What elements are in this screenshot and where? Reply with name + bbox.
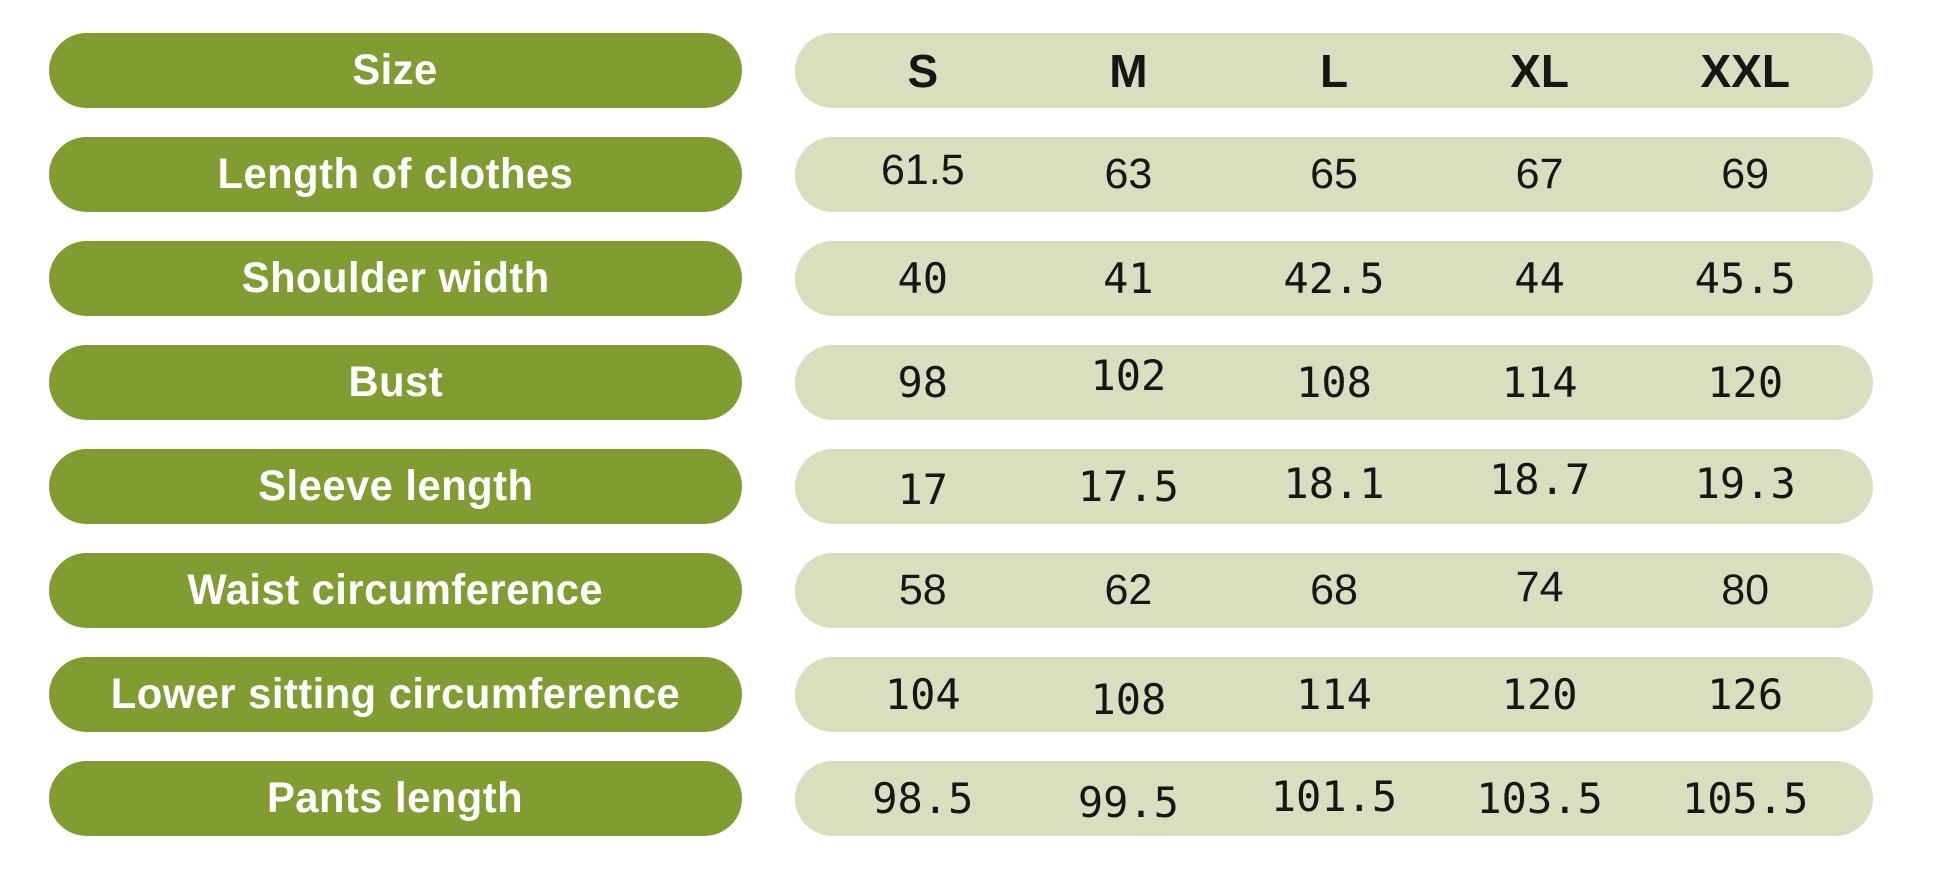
table-row: Lower sitting circumference 104 108 114 120…	[49, 657, 1895, 732]
value-cell: 19.3	[1694, 459, 1796, 508]
row-values-pill: 61.5 63 65 67 69	[795, 137, 1873, 212]
row-values-pill: 98.5 99.5 101.5 103.5 105.5	[795, 761, 1873, 836]
row-label-pill: Lower sitting circumference	[49, 657, 742, 732]
value-cell: 101.5	[1270, 772, 1398, 821]
value-cell: 61.5	[880, 146, 965, 194]
table-row: Waist circumference 58 62 68 74 80	[49, 553, 1895, 628]
row-label-pill: Waist circumference	[49, 553, 742, 628]
value-cell: 126	[1707, 670, 1784, 719]
row-values-pill: 104 108 114 120 126	[795, 657, 1873, 732]
value-cell: 103.5	[1476, 774, 1603, 823]
value-cell: 58	[898, 566, 947, 614]
value-cell: 42.5	[1283, 254, 1385, 303]
row-values-pill: 98 102 108 114 120	[795, 345, 1873, 420]
value-cell: 17	[897, 465, 949, 514]
value-cell: 99.5	[1077, 778, 1179, 827]
table-row: Shoulder width 40 41 42.5 44 45.5	[49, 241, 1895, 316]
value-cell: 45.5	[1694, 254, 1796, 303]
value-cell: 44	[1514, 254, 1565, 303]
value-cell: 114	[1501, 358, 1578, 407]
row-values-pill: 17 17.5 18.1 18.7 19.3	[795, 449, 1873, 524]
measurement-label: Length of clothes	[217, 150, 574, 198]
row-label-pill: Bust	[49, 345, 742, 420]
value-cell: 67	[1515, 150, 1564, 198]
row-label-pill: Pants length	[49, 761, 742, 836]
value-cell: 120	[1501, 670, 1578, 719]
value-cell: 98	[897, 358, 949, 407]
row-values-pill: 40 41 42.5 44 45.5	[795, 241, 1873, 316]
value-cell: 105.5	[1681, 774, 1809, 823]
value-cell: 18.7	[1489, 455, 1591, 504]
value-cell: 17.5	[1077, 462, 1179, 511]
measurement-label: Sleeve length	[257, 462, 534, 510]
value-cell: 108	[1296, 358, 1372, 407]
measurement-label: Shoulder width	[241, 254, 550, 302]
table-row: Bust 98 102 108 114 120	[49, 345, 1895, 420]
row-label-pill: Length of clothes	[49, 137, 742, 212]
value-cell: 120	[1707, 358, 1784, 407]
table-header-row: Size S M L XL XXL	[49, 33, 1895, 108]
size-column-title: Size	[352, 46, 439, 94]
size-chart: Size S M L XL XXL Length of clothes 61.5 63 65…	[49, 33, 1895, 865]
size-header-cell: XL	[1510, 44, 1569, 97]
measurement-label: Pants length	[267, 774, 524, 822]
table-row: Pants length 98.5 99.5 101.5 103.5 105.5	[49, 761, 1895, 836]
measurement-label: Bust	[348, 358, 443, 406]
value-cell: 18.1	[1283, 459, 1385, 508]
value-cell: 62	[1104, 566, 1153, 614]
value-cell: 74	[1515, 563, 1564, 611]
value-cell: 68	[1310, 566, 1358, 614]
table-row: Length of clothes 61.5 63 65 67 69	[49, 137, 1895, 212]
value-cell: 104	[884, 670, 961, 719]
value-cell: 65	[1310, 150, 1358, 198]
value-cell: 108	[1090, 675, 1167, 724]
size-header-cell: L	[1319, 44, 1349, 97]
value-cell: 114	[1296, 670, 1372, 719]
measurement-label: Lower sitting circumference	[110, 670, 681, 718]
measurement-label: Waist circumference	[187, 566, 604, 614]
value-cell: 40	[897, 254, 949, 303]
row-label-pill: Size	[49, 33, 742, 108]
size-header-cell: S	[907, 44, 939, 97]
value-cell: 102	[1090, 351, 1167, 400]
value-cell: 69	[1721, 150, 1770, 198]
value-cell: 80	[1721, 566, 1770, 614]
row-values-pill: S M L XL XXL	[795, 33, 1873, 108]
value-cell: 98.5	[872, 774, 974, 823]
size-header-cell: M	[1109, 44, 1148, 97]
table-row: Sleeve length 17 17.5 18.1 18.7 19.3	[49, 449, 1895, 524]
size-chart-body: Size S M L XL XXL Length of clothes 61.5 63 65…	[49, 33, 1895, 836]
row-label-pill: Shoulder width	[49, 241, 742, 316]
size-header-cell: XXL	[1700, 44, 1790, 97]
row-label-pill: Sleeve length	[49, 449, 742, 524]
value-cell: 41	[1103, 254, 1154, 303]
value-cell: 63	[1104, 150, 1153, 198]
row-values-pill: 58 62 68 74 80	[795, 553, 1873, 628]
